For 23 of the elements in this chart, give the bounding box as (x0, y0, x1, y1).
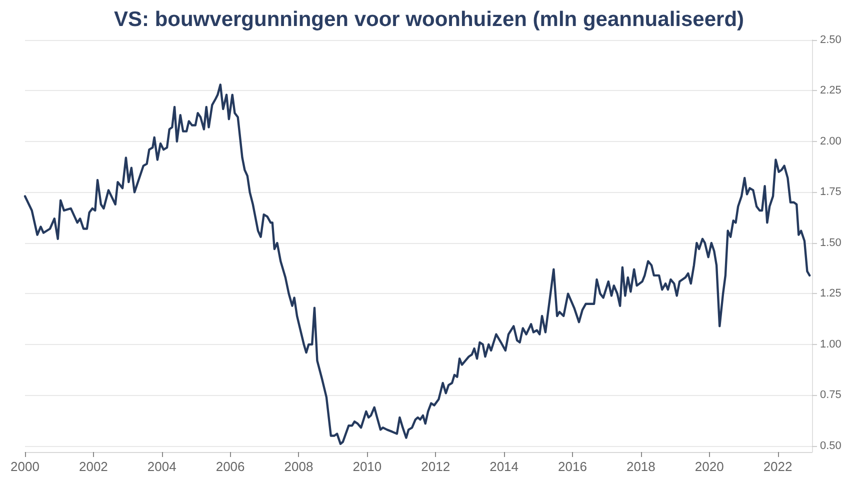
x-tick-label: 2016 (558, 459, 587, 474)
x-tick-label: 2010 (352, 459, 382, 474)
x-tick-label: 2020 (694, 459, 724, 474)
x-tick-label: 2022 (763, 459, 792, 474)
x-tick-label: 2018 (626, 459, 656, 474)
y-tick-label: 2.25 (820, 84, 842, 97)
y-tick-label: 1.50 (820, 236, 842, 249)
x-tick-label: 2002 (78, 459, 108, 474)
y-tick-label: 1.00 (820, 338, 842, 350)
y-tick-label: 2.00 (820, 135, 842, 148)
x-tick-label: 2012 (421, 459, 450, 474)
y-tick-label: 0.50 (820, 440, 842, 452)
y-tick-label: 1.75 (820, 186, 842, 198)
y-tick-label: 0.75 (820, 389, 842, 402)
line-series (24, 84, 811, 445)
x-tick-label: 2004 (147, 459, 176, 474)
y-tick-label: 2.50 (820, 34, 842, 46)
x-tick-label: 2006 (216, 459, 245, 474)
chart-title: VS: bouwvergunningen voor woonhuizen (mln geannualiseerd) (114, 8, 744, 31)
x-tick-label: 2008 (284, 459, 314, 474)
x-tick-label: 2000 (10, 459, 40, 474)
y-tick-label: 1.25 (820, 288, 842, 300)
x-tick-label: 2014 (490, 459, 519, 474)
